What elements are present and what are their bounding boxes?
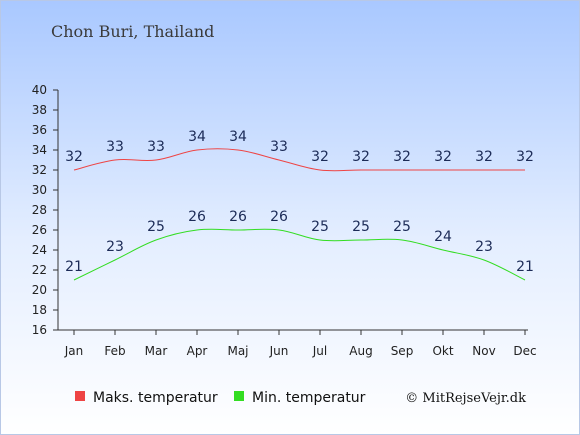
y-tick-label: 26: [32, 223, 47, 237]
data-point-min: [524, 279, 526, 281]
legend-label-min: Min. temperatur: [252, 390, 366, 406]
y-tick-label: 34: [32, 143, 47, 157]
chart-title: Chon Buri, Thailand: [51, 22, 214, 41]
legend-swatch-max: [75, 391, 85, 401]
x-tick-label: Sep: [391, 344, 414, 358]
data-label-min: 24: [434, 229, 452, 245]
data-point-min: [155, 239, 157, 241]
data-label-min: 25: [393, 219, 411, 235]
y-tick-label: 30: [32, 183, 47, 197]
copyright-text: © MitRejseVejr.dk: [405, 391, 526, 406]
data-point-max: [237, 149, 239, 151]
data-label-max: 32: [311, 149, 329, 165]
data-point-max: [401, 169, 403, 171]
y-tick-label: 16: [32, 323, 47, 337]
y-tick-label: 22: [32, 263, 47, 277]
data-label-min: 23: [475, 239, 493, 255]
x-tick-label: Mar: [145, 344, 168, 358]
data-point-max: [360, 169, 362, 171]
data-point-max: [442, 169, 444, 171]
y-tick-label: 40: [32, 83, 47, 97]
x-tick-label: Dec: [513, 344, 536, 358]
data-label-min: 21: [65, 259, 83, 275]
data-point-max: [319, 169, 321, 171]
data-label-max: 32: [516, 149, 534, 165]
data-label-min: 25: [311, 219, 329, 235]
data-label-min: 25: [352, 219, 370, 235]
data-label-max: 33: [106, 139, 124, 155]
series-line-max: [73, 148, 525, 172]
data-label-min: 23: [106, 239, 124, 255]
data-point-min: [483, 259, 485, 261]
data-label-max: 33: [270, 139, 288, 155]
data-label-min: 26: [270, 209, 288, 225]
data-point-min: [237, 229, 239, 231]
y-axis-ticks: 16 18 20 22 24 26 28 30 32 34 36 38 40: [32, 83, 58, 337]
data-point-min: [319, 239, 321, 241]
legend-swatch-min: [234, 391, 244, 401]
data-point-min: [196, 229, 198, 231]
x-tick-label: Feb: [104, 344, 125, 358]
y-tick-label: 32: [32, 163, 47, 177]
x-tick-label: Okt: [432, 344, 453, 358]
data-point-max: [73, 169, 75, 171]
y-tick-label: 38: [32, 103, 47, 117]
data-label-min: 21: [516, 259, 534, 275]
x-tick-label: Jul: [312, 344, 327, 358]
data-point-max: [483, 169, 485, 171]
data-point-max: [155, 159, 157, 161]
x-tick-label: Jun: [269, 344, 289, 358]
axes: 16 18 20 22 24 26 28 30 32 34 36 38 40 Jan Feb Mar Apr M…: [32, 83, 537, 358]
x-axis-ticks: Jan Feb Mar Apr Maj Jun Jul Aug Sep Okt Nov Dec: [64, 330, 537, 358]
data-point-min: [360, 239, 362, 241]
data-label-min: 25: [147, 219, 165, 235]
legend-label-max: Maks. temperatur: [93, 390, 218, 406]
data-label-max: 34: [229, 129, 247, 145]
plot-area: 32 33 33 34 34 33 32 32 32 32 32 32 21 23 25 26 26 26 25 25…: [65, 129, 534, 281]
x-tick-label: Jan: [64, 344, 84, 358]
data-point-max: [114, 159, 116, 161]
x-tick-label: Nov: [472, 344, 495, 358]
y-tick-label: 18: [32, 303, 47, 317]
legend: Maks. temperatur Min. temperatur: [75, 390, 366, 406]
data-point-min: [114, 259, 116, 261]
data-point-max: [196, 149, 198, 151]
x-tick-label: Maj: [227, 344, 248, 358]
data-label-min: 26: [188, 209, 206, 225]
x-tick-label: Aug: [349, 344, 372, 358]
data-label-max: 33: [147, 139, 165, 155]
data-label-max: 32: [475, 149, 493, 165]
series-line-min: [73, 228, 526, 281]
data-label-max: 32: [65, 149, 83, 165]
data-point-min: [73, 279, 75, 281]
data-label-min: 26: [229, 209, 247, 225]
data-point-max: [278, 159, 280, 161]
data-label-max: 32: [352, 149, 370, 165]
x-tick-label: Apr: [187, 344, 208, 358]
data-point-max: [524, 169, 526, 171]
data-label-max: 32: [393, 149, 411, 165]
data-point-min: [278, 229, 280, 231]
y-tick-label: 20: [32, 283, 47, 297]
y-tick-label: 36: [32, 123, 47, 137]
data-label-max: 34: [188, 129, 206, 145]
y-tick-label: 24: [32, 243, 47, 257]
data-point-min: [401, 239, 403, 241]
y-tick-label: 28: [32, 203, 47, 217]
data-label-max: 32: [434, 149, 452, 165]
data-point-min: [442, 249, 444, 251]
